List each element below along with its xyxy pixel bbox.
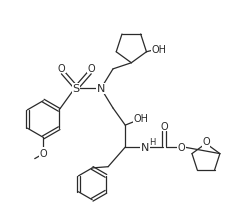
Text: OH: OH [151,45,166,55]
Text: O: O [160,121,168,131]
Text: O: O [58,63,65,73]
Text: N: N [96,84,105,94]
Text: O: O [39,148,47,158]
Text: O: O [87,63,95,73]
Text: H: H [149,137,155,146]
Text: O: O [202,136,210,146]
Text: O: O [178,142,185,152]
Text: OH: OH [134,113,149,123]
Text: S: S [73,84,80,94]
Text: N: N [141,142,149,152]
